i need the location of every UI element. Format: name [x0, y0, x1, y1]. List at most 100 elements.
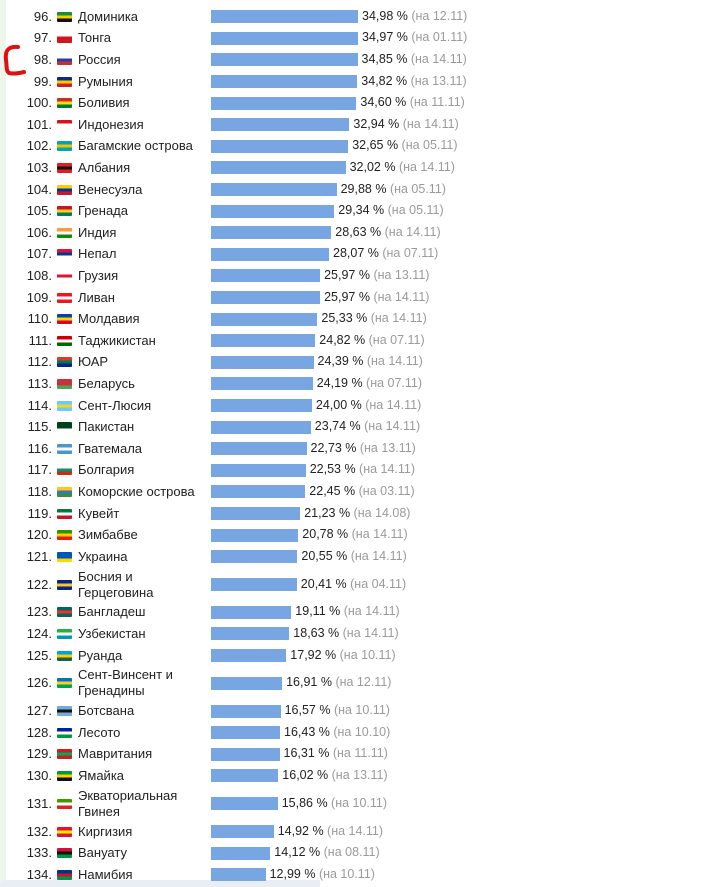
country-label: Кувейт: [78, 505, 120, 521]
bar: [211, 550, 298, 564]
rank-label: 115.: [27, 419, 52, 435]
rank-label: 129.: [26, 746, 52, 762]
value-number: 32,02 %: [349, 159, 399, 174]
value-number: 24,82 %: [319, 332, 369, 347]
date-label: (на 14.11): [342, 625, 399, 640]
country-label: Сент-Винсент и Гренадины: [78, 667, 173, 699]
flag-icon: [57, 292, 72, 303]
chart-row: 116. Гватемала 22,73 % (на 13.11): [0, 438, 720, 460]
country-label: Бангладеш: [78, 604, 146, 620]
bar: [211, 75, 358, 89]
date-label: (на 14.11): [398, 159, 455, 174]
chart-row: 98. Россия 34,85 % (на 14.11): [0, 49, 720, 71]
chart-row: 117. Болгария 22,53 % (на 14.11): [0, 460, 720, 482]
date-label: (на 14.11): [351, 527, 408, 542]
chart-row: 105. Гренада 29,34 % (на 05.11): [0, 200, 720, 222]
rank-label: 117.: [27, 462, 52, 478]
country-label: Багамские острова: [78, 138, 193, 154]
flag-icon: [57, 119, 72, 130]
chart-row: 112. ЮАР 24,39 % (на 14.11): [0, 352, 720, 374]
value-number: 25,97 %: [324, 289, 374, 304]
chart-row: 115. Пакистан 23,74 % (на 14.11): [0, 416, 720, 438]
date-label: (на 14.11): [366, 354, 423, 369]
value-label: 20,55 % (на 14.11): [301, 549, 406, 563]
chart-row: 134. Намибия 12,99 % (на 10.11): [0, 864, 720, 886]
rank-label: 125.: [26, 647, 52, 663]
chart-row: 127. Ботсвана 16,57 % (на 10.11): [0, 700, 720, 722]
value-number: 34,98 %: [362, 8, 412, 23]
chart-row: 119. Кувейт 21,23 % (на 14.08): [0, 503, 720, 525]
bar: [211, 825, 274, 839]
flag-icon: [57, 727, 72, 738]
chart-row: 128. Лесото 16,43 % (на 10.10): [0, 722, 720, 744]
date-label: (на 14.11): [350, 548, 407, 563]
rank-label: 111.: [28, 332, 52, 348]
flag-icon: [57, 826, 72, 837]
date-label: (на 05.11): [389, 181, 446, 196]
date-label: (на 07.11): [382, 246, 439, 261]
flag-icon: [57, 422, 72, 433]
date-label: (на 13.11): [359, 440, 416, 455]
value-label: 29,88 % (на 05.11): [341, 182, 446, 196]
rank-label: 122.: [26, 576, 52, 592]
chart-row: 123. Бангладеш 19,11 % (на 14.11): [0, 602, 720, 624]
country-label: Узбекистан: [78, 625, 146, 641]
chart-row: 133. Вануату 14,12 % (на 08.11): [0, 842, 720, 864]
flag-icon: [57, 465, 72, 476]
chart-row: 97. Тонга 34,97 % (на 01.11): [0, 28, 720, 50]
value-label: 25,97 % (на 13.11): [324, 268, 429, 282]
bar: [211, 528, 299, 542]
bar: [211, 53, 358, 67]
value-number: 24,19 %: [316, 375, 367, 390]
date-label: (на 13.11): [373, 267, 430, 282]
date-label: (на 14.11): [373, 289, 430, 304]
value-label: 24,19 % (на 07.11): [317, 376, 422, 390]
date-label: (на 04.11): [350, 576, 407, 591]
flag-icon: [57, 508, 72, 519]
date-label: (на 14.08): [353, 505, 411, 520]
value-number: 34,97 %: [362, 30, 412, 45]
value-label: 24,82 % (на 07.11): [319, 333, 424, 347]
value-label: 16,31 % (на 11.11): [284, 746, 388, 760]
chart-row: 102. Багамские острова 32,65 % (на 05.11): [0, 136, 720, 158]
value-label: 14,12 % (на 08.11): [274, 845, 379, 859]
country-label: Мавритания: [78, 746, 153, 762]
value-label: 28,63 % (на 14.11): [335, 225, 440, 239]
country-label: Индонезия: [78, 116, 144, 132]
country-label: Гватемала: [78, 440, 143, 456]
value-number: 20,78 %: [302, 527, 352, 542]
date-label: (на 14.11): [343, 604, 400, 619]
flag-icon: [57, 33, 72, 44]
date-label: (на 11.11): [409, 95, 465, 110]
rank-label: 134.: [26, 866, 52, 882]
value-label: 22,53 % (на 14.11): [310, 462, 415, 476]
date-label: (на 07.11): [368, 332, 425, 347]
flag-icon: [57, 270, 72, 281]
flag-icon: [57, 869, 72, 880]
date-label: (на 10.11): [333, 703, 390, 718]
value-number: 34,60 %: [360, 95, 410, 110]
bar: [211, 377, 313, 391]
date-label: (на 14.11): [359, 462, 416, 477]
date-label: (на 13.11): [331, 767, 388, 782]
bar: [211, 676, 283, 690]
bar: [211, 769, 279, 783]
rank-label: 106.: [26, 224, 52, 240]
rank-label: 109.: [26, 289, 52, 305]
value-number: 29,34 %: [338, 203, 388, 218]
country-label: Украина: [78, 548, 128, 564]
rank-label: 96.: [33, 8, 52, 24]
chart-row: 111. Таджикистан 24,82 % (на 07.11): [0, 330, 720, 352]
bar: [211, 704, 281, 718]
rank-label: 127.: [26, 703, 52, 719]
country-label: Непал: [78, 246, 117, 262]
country-label: Коморские острова: [78, 483, 195, 499]
flag-icon: [57, 650, 72, 661]
value-number: 20,55 %: [301, 548, 351, 563]
bar: [211, 442, 307, 456]
value-number: 14,92 %: [277, 823, 328, 838]
chart-row: 106. Индия 28,63 % (на 14.11): [0, 222, 720, 244]
value-label: 24,39 % (на 14.11): [318, 354, 423, 368]
bar: [211, 96, 357, 110]
rank-label: 108.: [26, 267, 52, 283]
